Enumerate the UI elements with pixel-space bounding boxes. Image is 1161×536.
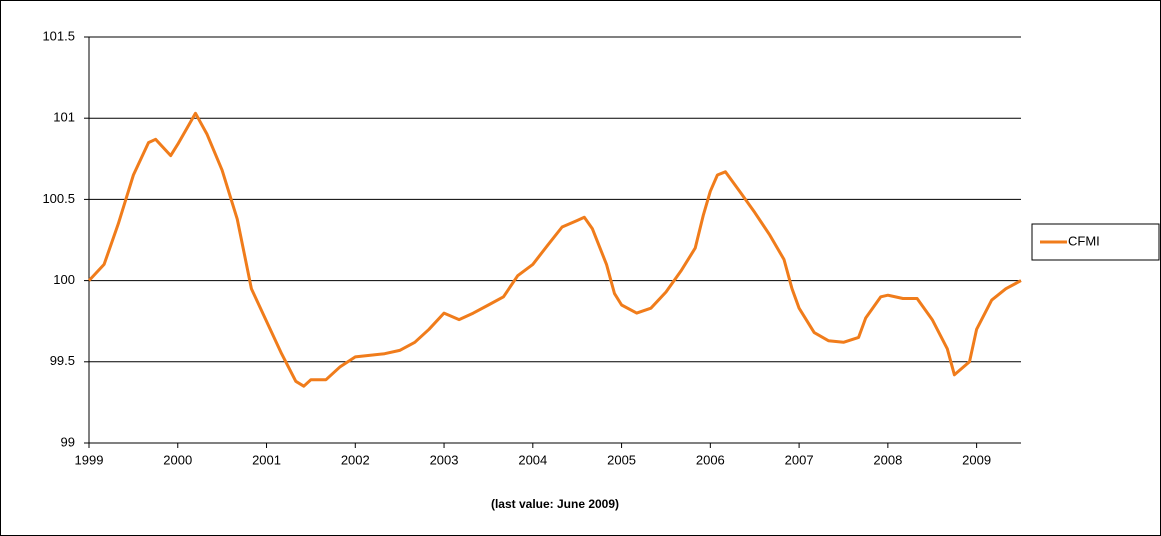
- x-tick-label: 2005: [607, 452, 636, 467]
- x-tick-label: 2003: [430, 452, 459, 467]
- legend-label: CFMI: [1068, 233, 1100, 248]
- x-tick-label: 2008: [873, 452, 902, 467]
- x-tick-label: 2002: [341, 452, 370, 467]
- x-tick-label: 2009: [962, 452, 991, 467]
- x-tick-label: 2004: [518, 452, 547, 467]
- x-tick-label: 2007: [785, 452, 814, 467]
- x-axis-label: (last value: June 2009): [491, 497, 619, 511]
- y-tick-label: 99: [61, 434, 75, 449]
- data-line: [87, 111, 1022, 388]
- x-tick-label: 1999: [75, 452, 104, 467]
- y-tick-label: 99.5: [50, 353, 75, 368]
- y-tick-label: 101: [53, 110, 75, 125]
- x-tick-label: 2001: [252, 452, 281, 467]
- y-tick-label: 100.5: [42, 191, 75, 206]
- x-tick-label: 2006: [696, 452, 725, 467]
- x-tick-label: 2000: [163, 452, 192, 467]
- y-tick-label: 100: [53, 272, 75, 287]
- y-tick-label: 101.5: [42, 28, 75, 43]
